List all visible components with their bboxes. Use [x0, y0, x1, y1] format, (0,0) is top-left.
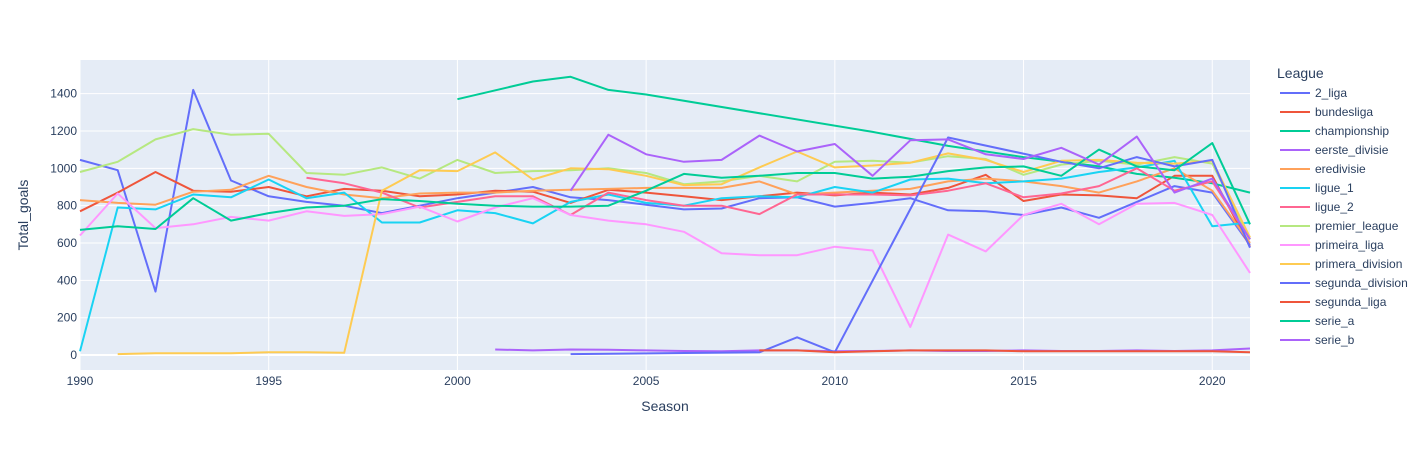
legend-item-ligue-1[interactable]: ligue_1: [1280, 181, 1354, 195]
series-line-championship: [457, 75, 1251, 194]
legend-item-serie-a[interactable]: serie_a: [1280, 314, 1355, 328]
x-tick-label: 2015: [1010, 374, 1037, 388]
x-tick-label: 2020: [1199, 374, 1226, 388]
legend-item-segunda-liga[interactable]: segunda_liga: [1280, 295, 1387, 309]
y-tick-label: 800: [57, 199, 77, 213]
series-line-segunda-liga: [759, 349, 1251, 354]
legend-label: serie_b: [1315, 333, 1355, 347]
y-tick-label: 1000: [50, 161, 77, 175]
legend-item-primera-division[interactable]: primera_division: [1280, 257, 1402, 271]
legend-item-bundesliga[interactable]: bundesliga: [1280, 105, 1373, 119]
legend-label: segunda_division: [1315, 276, 1408, 290]
legend-item-2-liga[interactable]: 2_liga: [1280, 86, 1347, 100]
legend-item-segunda-division[interactable]: segunda_division: [1280, 276, 1408, 290]
series-line-eredivisie: [79, 167, 1251, 244]
series-line-segunda-division: [570, 136, 1251, 356]
y-axis-title: Total_goals: [15, 180, 31, 251]
y-tick-label: 1400: [50, 87, 77, 101]
x-tick-label: 1995: [255, 374, 282, 388]
series-line-ligue-2: [306, 167, 1251, 240]
y-tick-label: 400: [57, 273, 77, 287]
series-line-premier-league: [79, 128, 1251, 240]
legend-item-ligue-2[interactable]: ligue_2: [1280, 200, 1354, 214]
legend-item-eerste-divisie[interactable]: eerste_divisie: [1280, 143, 1389, 157]
legend-label: serie_a: [1315, 314, 1355, 328]
plot-background: [80, 60, 1250, 370]
legend: League 2_liga bundesliga championship eerst…: [1277, 65, 1408, 347]
series-lines: [79, 75, 1251, 356]
y-tick-label: 1200: [50, 124, 77, 138]
legend-label: ligue_2: [1315, 200, 1354, 214]
x-tick-label: 2005: [633, 374, 660, 388]
legend-item-championship[interactable]: championship: [1280, 124, 1389, 138]
legend-label: championship: [1315, 124, 1389, 138]
legend-label: eredivisie: [1315, 162, 1366, 176]
x-tick-label: 2010: [821, 374, 848, 388]
x-tick-label: 2000: [444, 374, 471, 388]
series-line-serie-a: [79, 142, 1251, 231]
x-axis-ticks: 1990 1995 2000 2005 2010 2015 2020: [67, 374, 1226, 388]
x-axis-title: Season: [641, 398, 688, 414]
legend-item-premier-league[interactable]: premier_league: [1280, 219, 1399, 233]
grid-lines: [79, 60, 1250, 370]
legend-title: League: [1277, 65, 1324, 81]
y-tick-label: 600: [57, 236, 77, 250]
legend-label: ligue_1: [1315, 181, 1354, 195]
series-line-serie-b: [569, 133, 1251, 240]
legend-label: primeira_liga: [1315, 238, 1384, 252]
legend-label: primera_division: [1315, 257, 1402, 271]
legend-label: segunda_liga: [1315, 295, 1387, 309]
y-tick-label: 200: [57, 311, 77, 325]
y-axis-ticks: 0 200 400 600 800 1000 1200 1400: [50, 87, 77, 362]
legend-label: premier_league: [1315, 219, 1399, 233]
series-line-ligue-1: [79, 159, 1251, 352]
series-line-primeira-liga: [79, 192, 1251, 328]
legend-item-primeira-liga[interactable]: primeira_liga: [1280, 238, 1384, 252]
legend-item-serie-b[interactable]: serie_b: [1280, 333, 1355, 347]
y-tick-label: 0: [70, 348, 77, 362]
legend-label: eerste_divisie: [1315, 143, 1389, 157]
x-tick-label: 1990: [67, 374, 94, 388]
legend-label: bundesliga: [1315, 105, 1373, 119]
legend-label: 2_liga: [1315, 86, 1347, 100]
series-line-bundesliga: [79, 171, 1251, 248]
series-line-2-liga: [79, 88, 1251, 293]
legend-item-eredivisie[interactable]: eredivisie: [1280, 162, 1366, 176]
